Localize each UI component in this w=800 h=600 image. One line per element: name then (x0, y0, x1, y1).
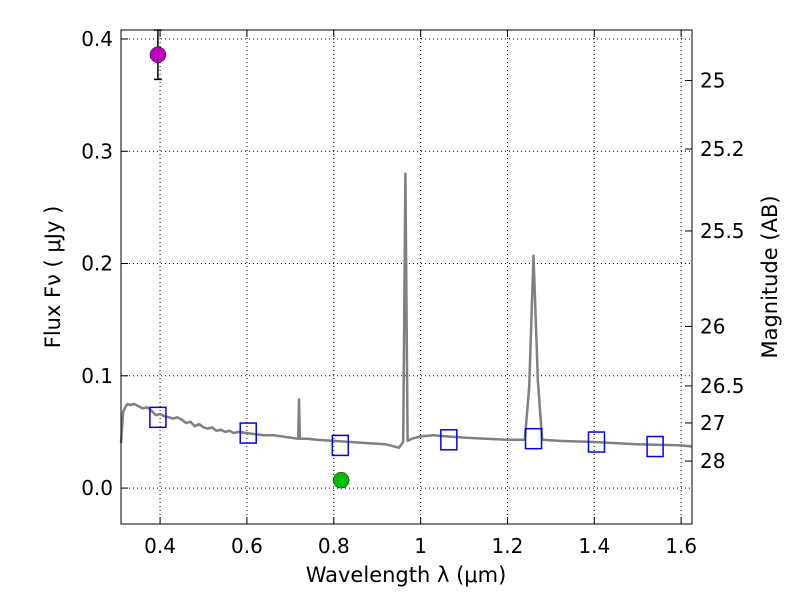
y2-tick-label: 27 (700, 411, 725, 435)
model-box (587, 431, 606, 453)
y-axis-label: Flux Fν ( μJy ) (41, 206, 65, 349)
y2-tick-label: 26 (700, 314, 725, 338)
model-box (149, 406, 167, 429)
x-tick-label: 1.2 (492, 534, 524, 558)
y2-tick-label: 25.5 (700, 219, 745, 243)
ticks (121, 30, 692, 524)
model-box (440, 429, 458, 451)
tick-labels: 0.4 0.6 0.8 1 1.2 1.4 1.6 0.0 0.1 0.2 0.3 0.4 25 25.2… (81, 27, 744, 558)
y2-axis-label: Magnitude (AB) (758, 195, 782, 358)
x-axis-label: Wavelength λ (μm) (306, 563, 507, 587)
spectrum-line (119, 172, 693, 449)
x-tick-label: 1.4 (578, 534, 610, 558)
y-tick-label: 0.1 (81, 364, 113, 388)
y2-tick-label: 25.2 (700, 137, 745, 161)
model-box (331, 434, 350, 457)
model-points (149, 406, 664, 458)
observed-point-magenta (149, 46, 167, 63)
x-tick-label: 0.4 (144, 534, 176, 558)
y-tick-label: 0.3 (81, 139, 113, 163)
y-tick-label: 0.4 (81, 27, 113, 51)
model-box (239, 422, 257, 444)
spectrum-layer (119, 172, 693, 449)
model-box (524, 427, 543, 450)
x-tick-label: 0.8 (318, 534, 350, 558)
y2-tick-label: 25 (700, 69, 725, 93)
y2-tick-label: 28 (700, 449, 725, 473)
x-tick-label: 0.6 (231, 534, 263, 558)
observed-point-green (332, 471, 350, 489)
y2-tick-label: 26.5 (700, 374, 745, 398)
plot-frame (120, 29, 693, 525)
x-tick-label: 1 (414, 534, 427, 558)
x-tick-label: 1.6 (665, 534, 697, 558)
model-box (646, 435, 664, 458)
observed-points (149, 29, 350, 489)
y-tick-label: 0.2 (81, 252, 113, 276)
y-tick-label: 0.0 (81, 476, 113, 500)
